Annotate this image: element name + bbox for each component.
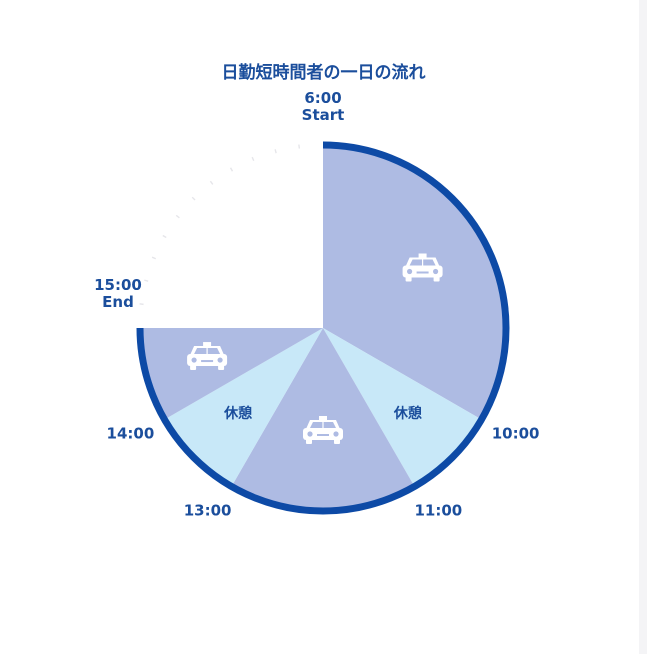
taxi-icon [303,416,343,444]
chart-title: 日勤短時間者の一日の流れ [221,63,426,83]
time-label: 6:00 [304,89,341,107]
clock-tick [298,144,301,149]
time-sublabel: Start [302,106,345,124]
taxi-icon [402,253,443,282]
time-label: 14:00 [107,425,155,443]
clock-tick [139,303,144,306]
clock-tick [191,196,196,201]
clock-tick [209,180,214,185]
segment-label: 休憩 [393,405,422,422]
clock-tick [162,234,167,239]
clock-tick [151,256,157,260]
page-edge [639,0,647,654]
segment-drive-0 [323,145,506,420]
time-label: 15:00 [94,276,142,294]
clock-tick [144,279,149,282]
segment-label: 休憩 [223,405,252,422]
time-sublabel: End [102,293,134,311]
clock-tick [274,149,277,154]
time-label: 11:00 [415,502,463,520]
clock-tick [251,156,255,162]
outer-arc [136,141,510,515]
time-label: 13:00 [184,502,232,520]
clock-tick [229,167,234,172]
taxi-icon [187,342,228,371]
clock-tick [175,214,180,219]
segment-break-3 [164,328,323,487]
time-label: 10:00 [492,425,540,443]
segment-drive-4 [140,328,323,420]
segment-break-1 [323,328,482,487]
